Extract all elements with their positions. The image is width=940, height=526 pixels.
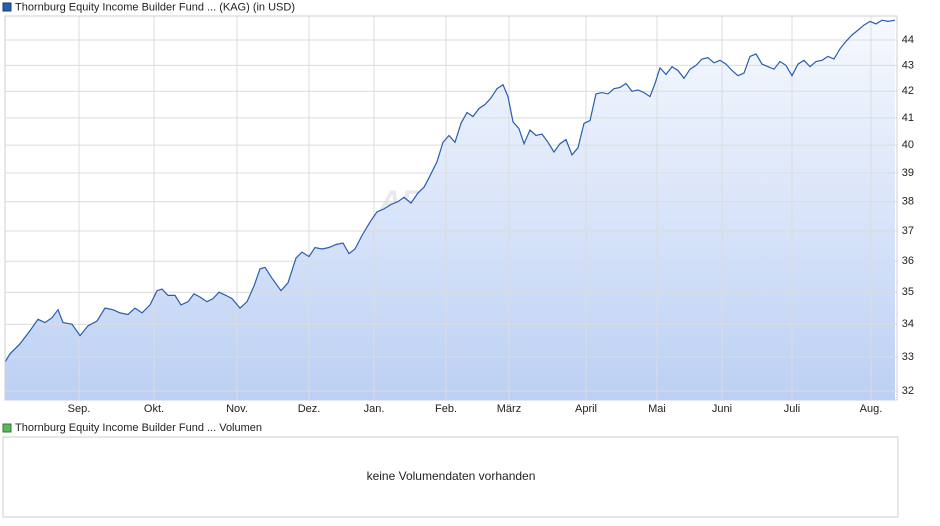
x-tick-label: Nov.	[226, 403, 248, 415]
y-tick-label: 35	[902, 286, 914, 298]
y-tick-label: 32	[902, 385, 914, 397]
x-tick-label: Aug.	[860, 403, 883, 415]
area	[5, 20, 895, 400]
x-tick-label: Mai	[648, 403, 666, 415]
legend-label: Thornburg Equity Income Builder Fund ...…	[15, 422, 262, 434]
x-tick-label: Okt.	[144, 403, 164, 415]
x-tick-label: März	[497, 403, 521, 415]
x-tick-label: Jan.	[364, 403, 385, 415]
x-tick-label: April	[575, 403, 597, 415]
x-tick-label: Juni	[712, 403, 732, 415]
y-tick-label: 43	[902, 59, 914, 71]
y-tick-label: 39	[902, 167, 914, 179]
y-tick-label: 41	[902, 112, 914, 124]
y-tick-label: 33	[902, 351, 914, 363]
plot-border	[4, 15, 898, 401]
y-tick-label: 38	[902, 196, 914, 208]
y-tick-label: 37	[902, 225, 914, 237]
y-tick-label: 42	[902, 85, 914, 97]
y-tick-label: 34	[902, 318, 914, 330]
legend-label: Thornburg Equity Income Builder Fund ...…	[15, 1, 295, 13]
legend-swatch	[2, 423, 12, 433]
y-tick-label: 36	[902, 255, 914, 267]
y-tick-label: 40	[902, 139, 914, 151]
volume-message: keine Volumendaten vorhanden	[367, 469, 536, 483]
x-tick-label: Dez.	[298, 403, 321, 415]
legend-swatch	[2, 2, 12, 12]
line	[4, 19, 896, 363]
x-tick-label: Juli	[784, 403, 801, 415]
x-tick-label: Sep.	[68, 403, 91, 415]
volume-panel	[2, 436, 899, 518]
y-tick-label: 44	[902, 34, 914, 46]
x-tick-label: Feb.	[435, 403, 457, 415]
